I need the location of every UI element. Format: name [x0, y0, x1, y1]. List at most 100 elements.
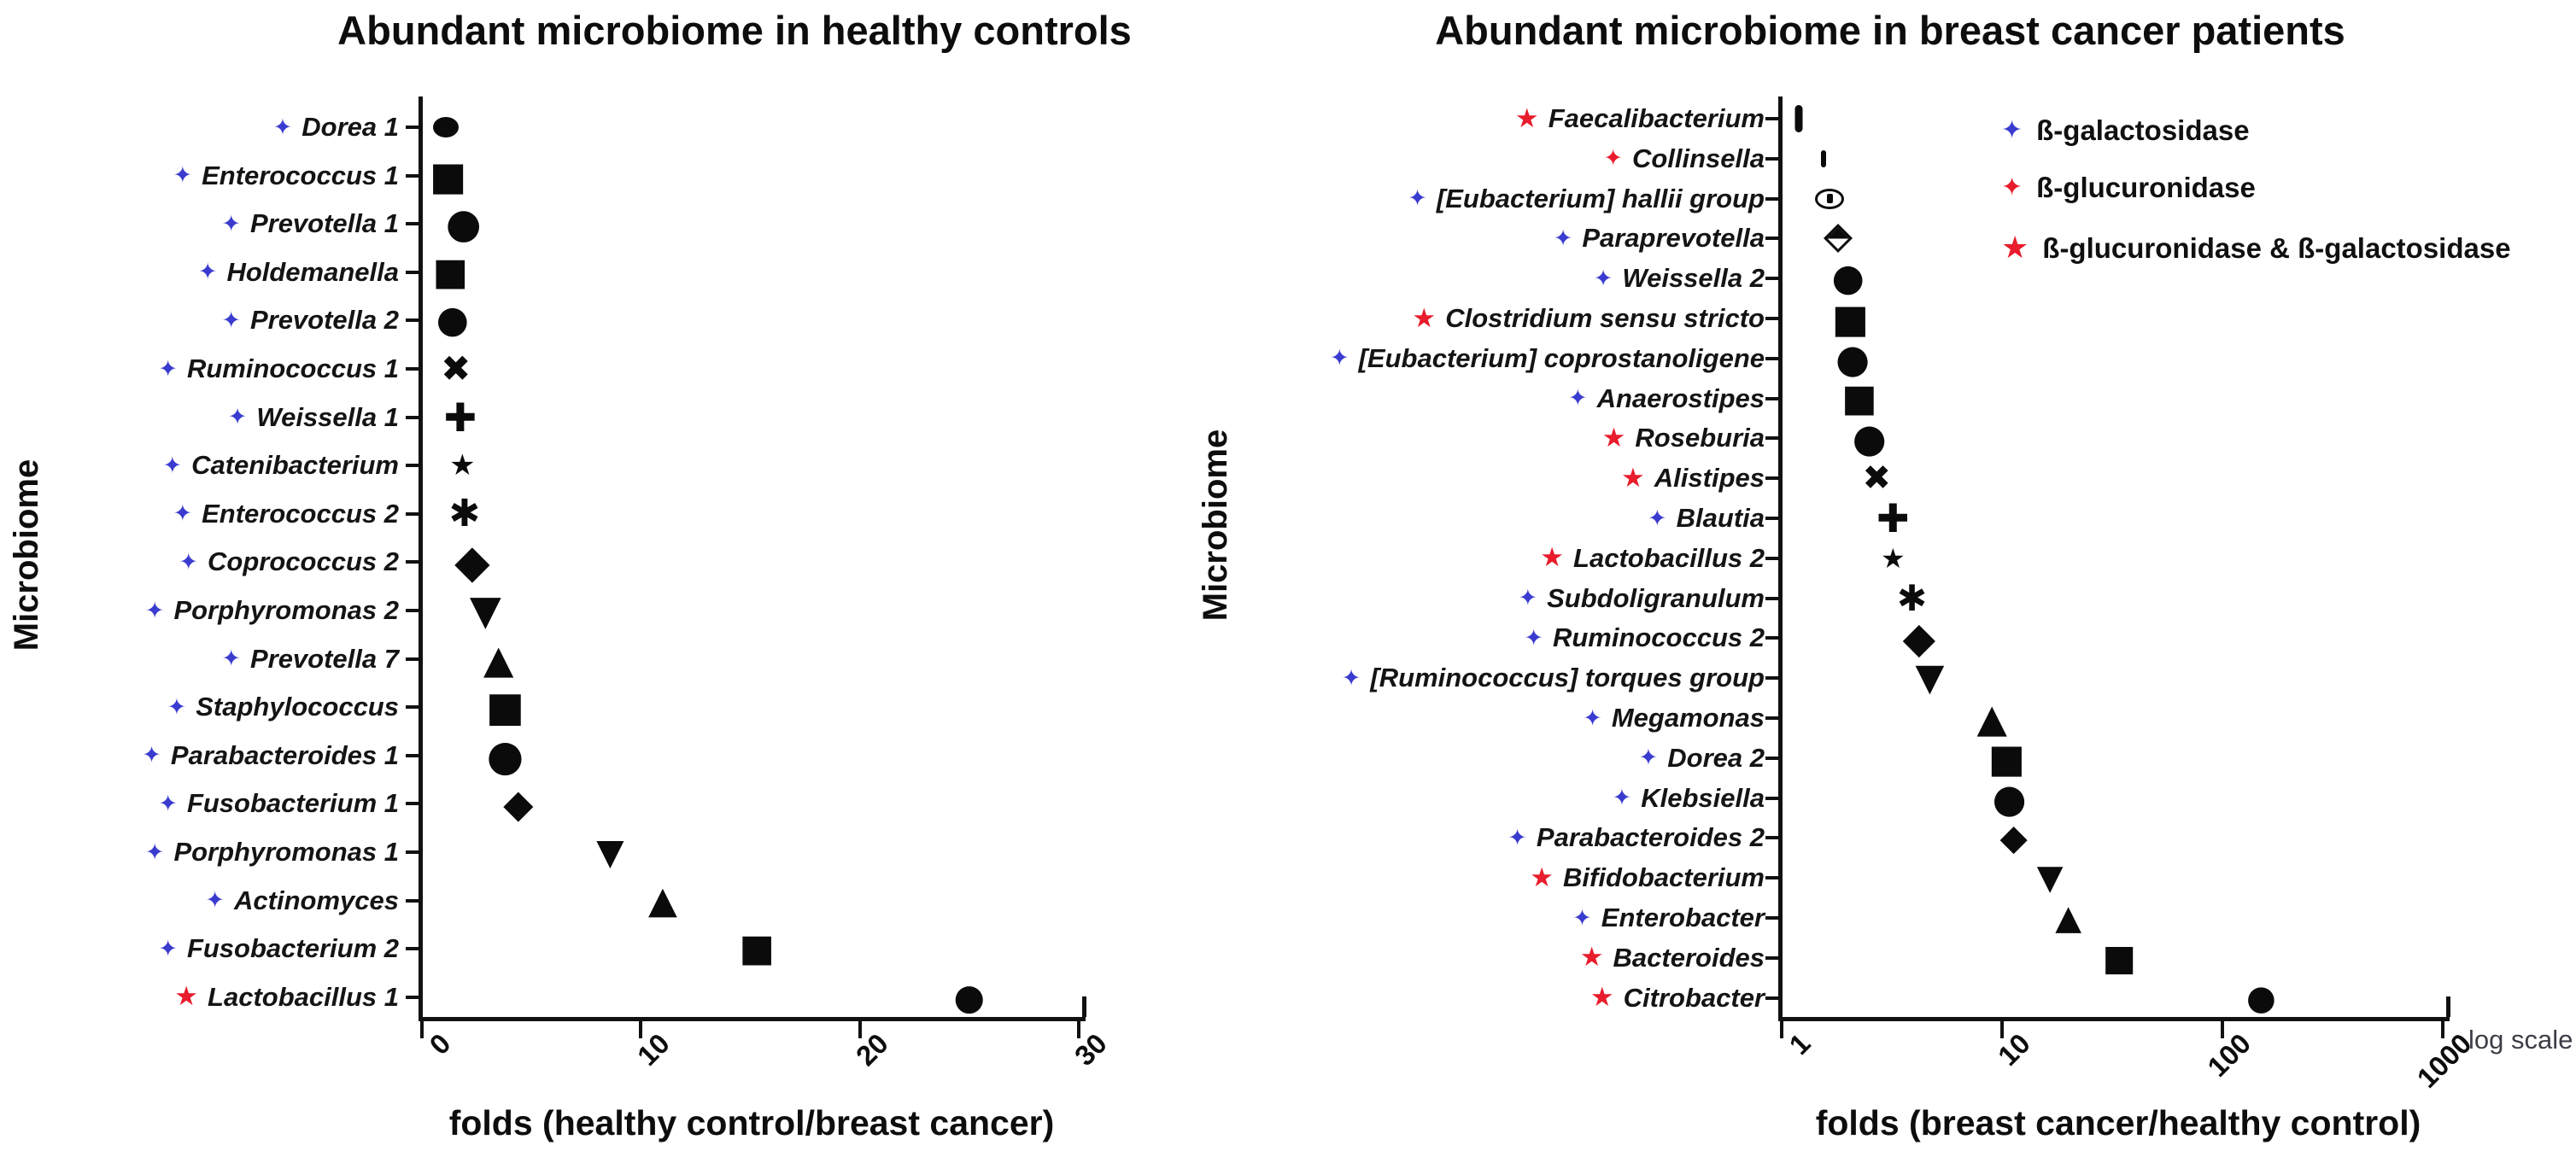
y-tick	[406, 657, 419, 661]
taxon-label: Citrobacter	[1623, 982, 1765, 1013]
y-tick	[406, 705, 419, 710]
row-label: ✦ Enterococcus 1	[173, 157, 400, 195]
row-label: ✦ Fusobacterium 1	[158, 785, 399, 822]
marker-tri-down: ▼	[1915, 656, 1945, 700]
y-tick	[406, 318, 419, 323]
beta-glucuronidase-icon: ✦	[1603, 145, 1623, 172]
marker-circle: ●	[1835, 335, 1871, 382]
both-enzymes-icon: ★	[1412, 302, 1437, 334]
beta-galactosidase-icon: ✦	[1593, 265, 1613, 292]
row-label: ✦ [Eubacterium] coprostanoligene	[1330, 340, 1765, 377]
row-label: ✦ Klebsiella	[1613, 780, 1765, 817]
row-label: ★ Clostridium sensu stricto	[1412, 300, 1765, 337]
marker-x: ✖	[441, 348, 471, 389]
row-label: ✦ Dorea 2	[1639, 739, 1765, 777]
x-axis-line	[419, 1017, 1086, 1021]
y-tick	[406, 173, 419, 178]
marker-square: ■	[432, 249, 469, 294]
marker-eye-pupil	[1826, 194, 1833, 203]
row-label: ★ Lactobacillus 2	[1540, 540, 1765, 577]
row-label: ✦ Prevotella 7	[221, 640, 399, 678]
x-tick	[639, 1021, 643, 1038]
marker-burst: ✱	[1896, 576, 1928, 619]
y-tick	[406, 609, 419, 612]
beta-galactosidase-icon: ✦	[173, 500, 193, 528]
row-label: ✦ Prevotella 2	[221, 301, 399, 339]
marker-circle: ●	[436, 298, 470, 342]
taxon-label: Ruminococcus 2	[1552, 622, 1765, 653]
row-label: ✦ Weissella 1	[228, 399, 399, 436]
row-label: ★ Roseburia	[1602, 419, 1765, 457]
panel-right-x-axis-label: folds (breast cancer/healthy control)	[1815, 1103, 2421, 1142]
taxon-label: Blautia	[1676, 503, 1765, 533]
marker-diamond: ◆	[503, 780, 534, 827]
y-tick	[406, 270, 419, 274]
row-label: ✦ Holdemanella	[198, 254, 399, 291]
marker-tri-down: ▼	[596, 831, 624, 873]
both-enzymes-icon: ★	[1620, 462, 1645, 494]
y-tick	[1765, 476, 1778, 481]
y-tick	[406, 367, 419, 371]
y-tick	[1765, 517, 1778, 520]
taxon-label: Alistipes	[1654, 463, 1765, 494]
y-tick	[1765, 676, 1778, 681]
marker-circle: ●	[1831, 256, 1865, 301]
y-tick	[1765, 396, 1778, 400]
marker-square: ■	[1988, 734, 2026, 781]
taxon-label: Staphylococcus	[196, 692, 399, 722]
taxon-label: Parabacteroides 2	[1536, 822, 1765, 853]
y-tick	[406, 126, 419, 129]
x-axis-line	[1778, 1017, 2450, 1021]
marker-plus: ✚	[1876, 495, 1910, 541]
marker-vbar	[1794, 105, 1803, 132]
marker-circle: ●	[2245, 978, 2276, 1018]
taxon-label: Ruminococcus 1	[186, 354, 399, 383]
row-label: ✦ Fusobacterium 2	[158, 930, 399, 967]
panel-right-title: Abundant microbiome in breast cancer pat…	[1435, 8, 2345, 53]
y-tick	[1765, 955, 1778, 960]
y-axis-line	[1778, 96, 1783, 1017]
row-label: ✦ Dorea 1	[273, 108, 399, 146]
marker-x: ✖	[1862, 459, 1892, 499]
y-tick	[1765, 317, 1778, 320]
y-tick	[1765, 716, 1778, 720]
row-label: ✦ Ruminococcus 1	[158, 350, 399, 388]
marker-diamond: ◆	[1902, 613, 1936, 663]
row-label: ✦ Enterococcus 2	[173, 495, 400, 533]
y-tick	[1765, 756, 1778, 760]
marker-ellipse	[433, 117, 460, 137]
legend-beta-galactosidase-icon: ✦	[2001, 115, 2023, 145]
marker-circle: ●	[1852, 415, 1887, 462]
y-tick	[1765, 596, 1778, 600]
y-tick	[1765, 796, 1778, 800]
row-label: ★ Citrobacter	[1590, 979, 1765, 1017]
taxon-label: Coprococcus 2	[208, 546, 399, 577]
marker-eye	[1815, 188, 1845, 209]
y-tick	[406, 222, 419, 226]
y-tick	[406, 898, 419, 903]
taxon-label: Lactobacillus 1	[208, 981, 399, 1012]
taxon-label: Subdoligranulum	[1547, 582, 1765, 613]
y-tick	[1765, 277, 1778, 281]
y-tick	[1765, 636, 1778, 640]
taxon-label: Dorea 2	[1667, 742, 1765, 773]
taxon-label: Faecalibacterium	[1548, 103, 1765, 133]
marker-tri-down: ▼	[469, 587, 501, 634]
both-enzymes-icon: ★	[1601, 422, 1626, 453]
beta-galactosidase-icon: ✦	[158, 935, 178, 962]
x-axis-end-tick	[1081, 996, 1086, 1017]
beta-galactosidase-icon: ✦	[1329, 345, 1349, 372]
marker-star: ★	[449, 448, 476, 483]
beta-galactosidase-icon: ✦	[162, 452, 183, 479]
both-enzymes-icon: ★	[1579, 942, 1604, 973]
beta-galactosidase-icon: ✦	[173, 162, 193, 190]
panel-left-x-axis-label: folds (healthy control/breast cancer)	[448, 1103, 1055, 1142]
row-label: ✦ Subdoligranulum	[1519, 580, 1765, 617]
y-tick	[1765, 356, 1778, 360]
both-enzymes-icon: ★	[1530, 862, 1554, 893]
row-label: ★ Alistipes	[1621, 459, 1765, 497]
beta-galactosidase-icon: ✦	[1341, 664, 1361, 692]
taxon-label: Parabacteroides 1	[170, 739, 399, 770]
taxon-label: Clostridium sensu stricto	[1445, 303, 1765, 333]
marker-diamond: ◆	[454, 535, 490, 589]
